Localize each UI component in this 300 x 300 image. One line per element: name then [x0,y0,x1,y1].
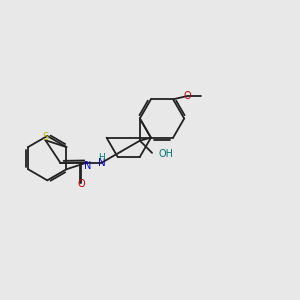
Text: O: O [184,91,191,101]
Text: N: N [98,158,105,168]
Text: O: O [78,179,85,189]
Text: N: N [84,160,91,171]
Text: S: S [42,132,49,142]
Text: OH: OH [159,148,174,158]
Text: H: H [98,153,105,162]
